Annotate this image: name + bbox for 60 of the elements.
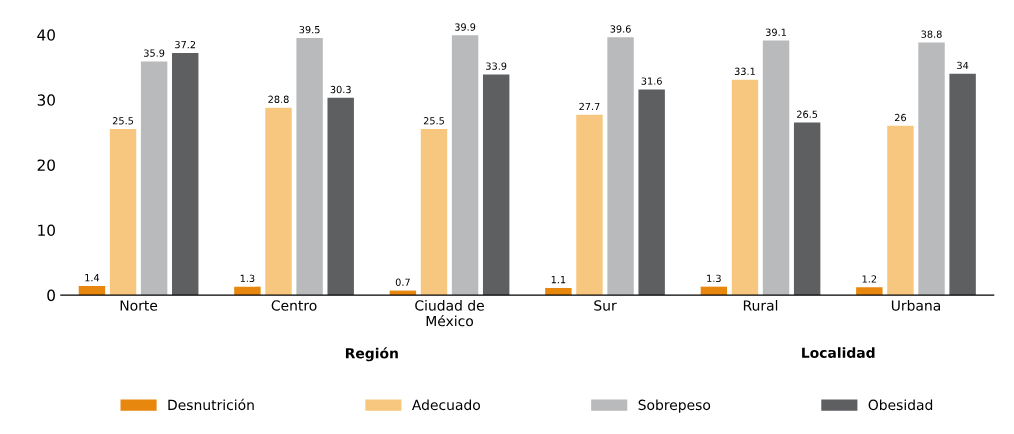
bar (140, 61, 168, 296)
data-label: 27.7 (579, 102, 600, 110)
data-label: 33.1 (734, 67, 755, 75)
bar (607, 37, 634, 296)
data-label: 39.9 (455, 23, 476, 31)
legend-label: Desnutrición (168, 398, 254, 411)
data-label: 25.5 (112, 117, 134, 125)
data-label: 34 (957, 61, 969, 70)
text: Localidad (802, 347, 875, 358)
data-label: 1.3 (240, 274, 255, 282)
bar (638, 89, 665, 296)
x-tick-label: Ciudad de México (415, 299, 484, 327)
bar (327, 97, 354, 296)
legend-label: Adecuado (411, 399, 480, 411)
y-tick-label: 40 (37, 29, 55, 41)
data-label: 1.1 (551, 276, 566, 284)
data-label: 37.2 (175, 40, 196, 49)
y-tick-label: 0 (47, 289, 55, 302)
data-label: 31.6 (641, 77, 662, 85)
bar (731, 79, 759, 296)
data-label: 1.3 (707, 274, 721, 282)
data-label: 39.5 (299, 25, 320, 34)
x-tick-label: Sur (594, 300, 617, 311)
bar (949, 73, 976, 296)
x-tick-label: Rural (743, 299, 778, 311)
bar (420, 129, 448, 296)
bar (296, 37, 323, 296)
bar (793, 122, 821, 296)
legend-label: Sobrepeso (638, 399, 711, 413)
x-tick-label: Centro (271, 300, 317, 311)
data-label: 38.8 (921, 30, 942, 38)
bar (918, 42, 945, 296)
y-tick-label: 20 (37, 159, 55, 171)
x-tick-label: Norte (120, 300, 158, 311)
bar (887, 125, 914, 296)
data-label: 39.1 (765, 28, 786, 36)
data-label: 26.5 (797, 110, 818, 118)
bar (856, 287, 883, 296)
bar (109, 129, 137, 296)
text: Región (345, 347, 398, 362)
data-label: 33.9 (486, 62, 507, 70)
data-label: 25.5 (423, 117, 444, 125)
data-label: 39.6 (610, 25, 631, 33)
legend-label: Obesidad (868, 399, 933, 411)
y-tick-label: 30 (37, 94, 55, 106)
data-label: 1.4 (85, 274, 100, 282)
data-label: 30.3 (330, 85, 351, 94)
data-label: 28.8 (268, 95, 289, 103)
bar (576, 114, 603, 296)
bar (451, 35, 479, 296)
data-label: 0.7 (395, 278, 410, 286)
bar (762, 40, 790, 296)
data-label: 35.9 (144, 49, 165, 57)
x-tick-label: Urbana (891, 299, 940, 311)
data-label: 26 (894, 113, 907, 122)
bar (482, 74, 510, 296)
bar (172, 52, 199, 296)
data-label: 1.2 (862, 275, 877, 283)
y-tick-label: 10 (38, 224, 55, 237)
bar (265, 107, 292, 296)
